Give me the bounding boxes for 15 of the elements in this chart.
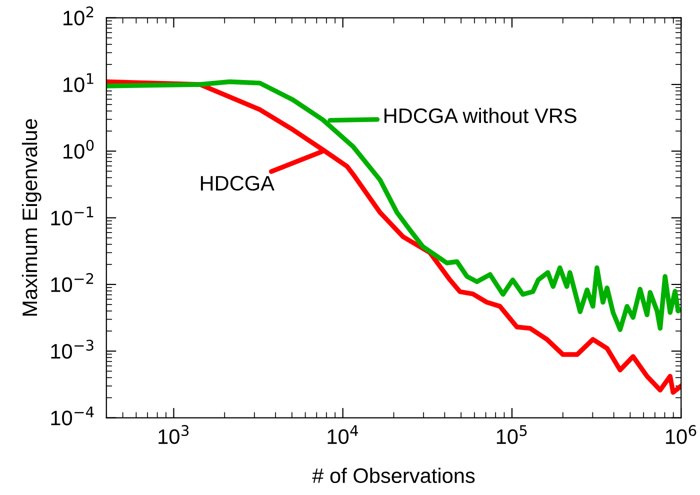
- y-tick-label: 10$^{−2}$: [51, 273, 94, 292]
- y-tick-label: 10$^{−3}$: [51, 340, 94, 359]
- x-tick-label: 10$^{4}$: [328, 425, 358, 444]
- y-axis-title: Maximum Eigenvalue: [22, 119, 42, 316]
- x-axis-title: # of Observations: [312, 468, 475, 484]
- x-tick-label: 10$^{3}$: [158, 425, 189, 444]
- annotation: HDCGA: [200, 176, 274, 191]
- annotation: HDCGA without VRS: [384, 108, 576, 124]
- x-tick-label: 10$^{6}$: [666, 425, 696, 444]
- x-tick-label: 10$^{5}$: [496, 425, 527, 444]
- y-tick-label: 10$^{2}$: [64, 6, 94, 26]
- y-tick-label: 10$^{0}$: [64, 140, 94, 159]
- y-tick-label: 10$^{1}$: [64, 73, 94, 92]
- y-tick-label: 10$^{−1}$: [51, 206, 94, 226]
- y-tick-label: 10$^{−4}$: [51, 406, 94, 426]
